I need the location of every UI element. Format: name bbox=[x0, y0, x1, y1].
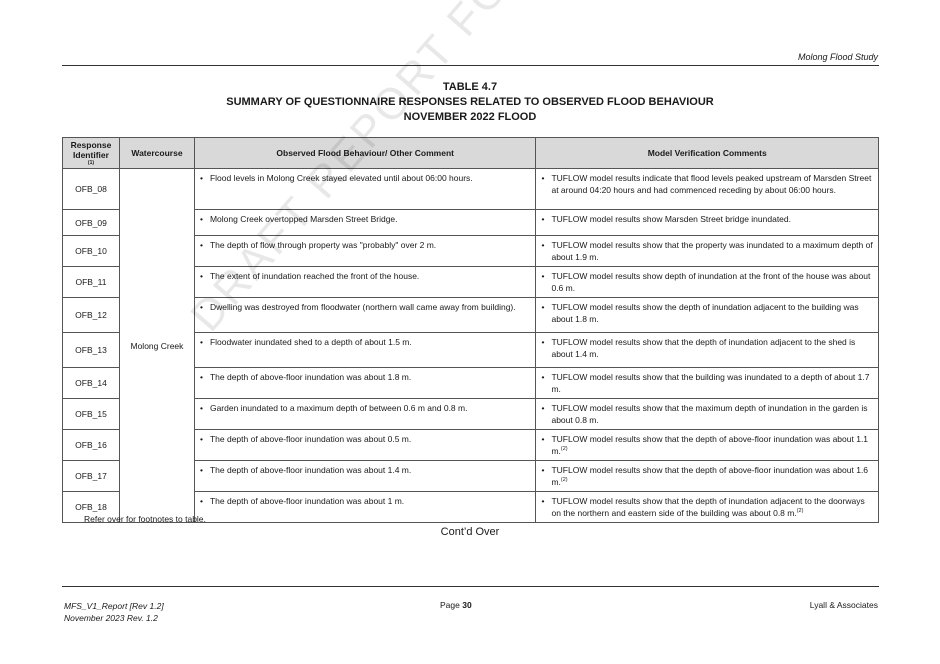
response-id-cell: OFB_16 bbox=[62, 429, 120, 461]
table-header-row: Response Identifier (1) Watercourse Obser… bbox=[62, 137, 879, 169]
observed-behaviour-cell: The depth of above-floor inundation was … bbox=[193, 429, 537, 461]
model-verification-text: TUFLOW model results show Marsden Street… bbox=[551, 214, 791, 224]
model-verification-text: TUFLOW model results show that the depth… bbox=[551, 496, 865, 518]
model-verification-item: TUFLOW model results show that the depth… bbox=[541, 433, 873, 457]
column-header-observed: Observed Flood Behaviour/ Other Comment bbox=[193, 137, 537, 169]
model-verification-text: TUFLOW model results show that the maxim… bbox=[551, 403, 868, 425]
model-verification-cell: TUFLOW model results show Marsden Street… bbox=[535, 209, 879, 236]
observed-behaviour-text: The depth of above-floor inundation was … bbox=[200, 495, 531, 507]
column-header-model: Model Verification Comments bbox=[535, 137, 879, 169]
table-row: OFB_17 The depth of above-floor inundatio… bbox=[62, 460, 879, 492]
table-row: OFB_09 Molong Creek overtopped Marsden St… bbox=[62, 209, 879, 236]
table-subtitle: NOVEMBER 2022 FLOOD bbox=[403, 111, 537, 123]
model-verification-item: TUFLOW model results show that the depth… bbox=[541, 336, 873, 360]
response-id-cell: OFB_13 bbox=[62, 332, 120, 368]
response-id-cell: OFB_10 bbox=[62, 235, 120, 267]
table-row: OFB_15 Garden inundated to a maximum dept… bbox=[62, 398, 879, 430]
observed-behaviour-cell: Dwelling was destroyed from floodwater (… bbox=[193, 297, 537, 333]
model-verification-cell: TUFLOW model results show that the depth… bbox=[535, 429, 879, 461]
model-verification-item: TUFLOW model results show that the depth… bbox=[541, 464, 873, 488]
model-verification-cell: TUFLOW model results show that the depth… bbox=[535, 332, 879, 368]
model-verification-text: TUFLOW model results show that the build… bbox=[551, 372, 870, 394]
model-verification-cell: TUFLOW model results show the depth of i… bbox=[535, 297, 879, 333]
model-verification-text: TUFLOW model results show that the depth… bbox=[551, 337, 856, 359]
flood-behaviour-table: Response Identifier (1) Watercourse Obser… bbox=[62, 137, 879, 523]
table-row: OFB_10 The depth of flow through property… bbox=[62, 235, 879, 267]
response-id-cell: OFB_14 bbox=[62, 367, 120, 399]
observed-behaviour-cell: The depth of above-floor inundation was … bbox=[193, 460, 537, 492]
continued-note: Cont’d Over bbox=[440, 526, 500, 538]
table-row: OFB_11 The extent of inundation reached t… bbox=[62, 266, 879, 298]
model-verification-text: TUFLOW model results indicate that flood… bbox=[551, 173, 872, 195]
table-row: OFB_16 The depth of above-floor inundatio… bbox=[62, 429, 879, 461]
model-verification-item: TUFLOW model results show that the prope… bbox=[541, 239, 873, 263]
model-verification-text: TUFLOW model results show that the depth… bbox=[551, 434, 869, 456]
response-id-cell: OFB_11 bbox=[62, 266, 120, 298]
footer-report-date: November 2023 Rev. 1.2 bbox=[64, 613, 158, 623]
response-id-cell: OFB_17 bbox=[62, 460, 120, 492]
page-number: Page 30 bbox=[440, 600, 472, 610]
response-id-cell: OFB_18 bbox=[62, 491, 120, 523]
response-id-cell: OFB_08 bbox=[62, 168, 120, 210]
observed-behaviour-text: The extent of inundation reached the fro… bbox=[200, 270, 531, 282]
footnote-reference: (2) bbox=[560, 446, 568, 453]
footer-report-id: MFS_V1_Report [Rev 1.2] bbox=[64, 601, 164, 611]
table-title: SUMMARY OF QUESTIONNAIRE RESPONSES RELAT… bbox=[226, 96, 714, 108]
model-verification-text: TUFLOW model results show that the depth… bbox=[551, 465, 869, 487]
observed-behaviour-cell: Floodwater inundated shed to a depth of … bbox=[193, 332, 537, 368]
model-verification-item: TUFLOW model results indicate that flood… bbox=[541, 172, 873, 196]
table-row: OFB_14 The depth of above-floor inundatio… bbox=[62, 367, 879, 399]
model-verification-text: TUFLOW model results show that the prope… bbox=[551, 240, 873, 262]
observed-behaviour-text: The depth of flow through property was "… bbox=[200, 239, 531, 251]
observed-behaviour-text: Flood levels in Molong Creek stayed elev… bbox=[200, 172, 531, 184]
model-verification-cell: TUFLOW model results show that the maxim… bbox=[535, 398, 879, 430]
observed-behaviour-cell: The depth of above-floor inundation was … bbox=[193, 491, 537, 523]
model-verification-item: TUFLOW model results show depth of inund… bbox=[541, 270, 873, 294]
observed-behaviour-cell: The depth of flow through property was "… bbox=[193, 235, 537, 267]
footer-report-info: MFS_V1_Report [Rev 1.2] November 2023 Re… bbox=[64, 600, 164, 624]
model-verification-item: TUFLOW model results show that the maxim… bbox=[541, 402, 873, 426]
model-verification-text: TUFLOW model results show the depth of i… bbox=[551, 302, 859, 324]
footnote-reference: (2) bbox=[796, 508, 804, 515]
observed-behaviour-text: Garden inundated to a maximum depth of b… bbox=[200, 402, 531, 414]
model-verification-cell: TUFLOW model results show depth of inund… bbox=[535, 266, 879, 298]
observed-behaviour-cell: The depth of above-floor inundation was … bbox=[193, 367, 537, 399]
response-id-cell: OFB_09 bbox=[62, 209, 120, 236]
column-header-id: Response Identifier (1) bbox=[62, 137, 120, 169]
table-row: OFB_18 The depth of above-floor inundatio… bbox=[62, 491, 879, 523]
footer-company: Lyall & Associates bbox=[809, 600, 878, 610]
model-verification-cell: TUFLOW model results show that the build… bbox=[535, 367, 879, 399]
model-verification-cell: TUFLOW model results show that the depth… bbox=[535, 460, 879, 492]
footer-divider bbox=[62, 586, 879, 587]
document-header-title: Molong Flood Study bbox=[797, 52, 878, 62]
observed-behaviour-cell: The extent of inundation reached the fro… bbox=[193, 266, 537, 298]
model-verification-cell: TUFLOW model results show that the depth… bbox=[535, 491, 879, 523]
response-id-cell: OFB_12 bbox=[62, 297, 120, 333]
observed-behaviour-text: Molong Creek overtopped Marsden Street B… bbox=[200, 213, 531, 225]
table-number: TABLE 4.7 bbox=[442, 81, 498, 93]
model-verification-item: TUFLOW model results show Marsden Street… bbox=[541, 213, 873, 225]
model-verification-item: TUFLOW model results show the depth of i… bbox=[541, 301, 873, 325]
observed-behaviour-cell: Garden inundated to a maximum depth of b… bbox=[193, 398, 537, 430]
watercourse-cell: Molong Creek bbox=[118, 168, 195, 523]
observed-behaviour-text: The depth of above-floor inundation was … bbox=[200, 371, 531, 383]
column-header-watercourse: Watercourse bbox=[118, 137, 195, 169]
observed-behaviour-text: Floodwater inundated shed to a depth of … bbox=[200, 336, 531, 348]
observed-behaviour-text: The depth of above-floor inundation was … bbox=[200, 433, 531, 445]
model-verification-text: TUFLOW model results show depth of inund… bbox=[551, 271, 871, 293]
model-verification-cell: TUFLOW model results show that the prope… bbox=[535, 235, 879, 267]
observed-behaviour-text: The depth of above-floor inundation was … bbox=[200, 464, 531, 476]
response-id-cell: OFB_15 bbox=[62, 398, 120, 430]
observed-behaviour-text: Dwelling was destroyed from floodwater (… bbox=[200, 301, 531, 313]
observed-behaviour-cell: Molong Creek overtopped Marsden Street B… bbox=[193, 209, 537, 236]
header-divider bbox=[62, 65, 879, 66]
table-row: OFB_12 Dwelling was destroyed from floodw… bbox=[62, 297, 879, 333]
model-verification-item: TUFLOW model results show that the depth… bbox=[541, 495, 873, 519]
footnote-reference: (2) bbox=[560, 477, 568, 484]
model-verification-item: TUFLOW model results show that the build… bbox=[541, 371, 873, 395]
observed-behaviour-cell: Flood levels in Molong Creek stayed elev… bbox=[193, 168, 537, 210]
table-footnote: Refer over for footnotes to table. bbox=[84, 514, 206, 524]
model-verification-cell: TUFLOW model results indicate that flood… bbox=[535, 168, 879, 210]
